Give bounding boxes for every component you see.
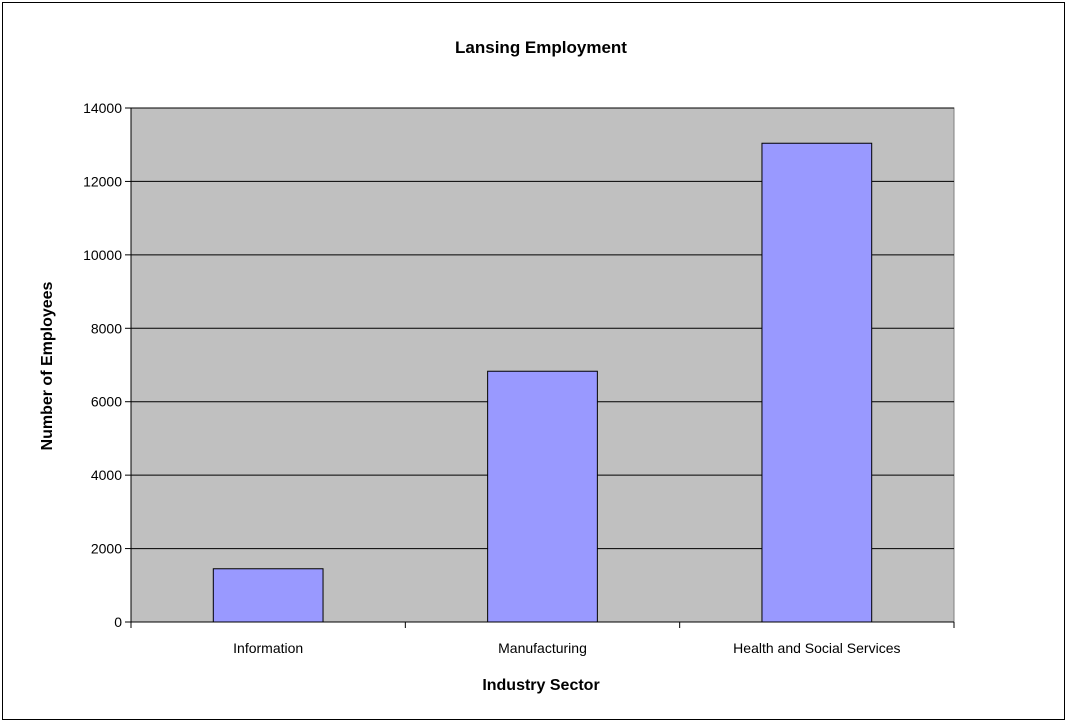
y-tick-labels: 0 2000 4000 6000 8000 10000 12000 14000: [83, 100, 122, 630]
x-axis-label: Industry Sector: [482, 677, 599, 694]
bars: [212, 142, 873, 623]
y-tick-label: 6000: [91, 394, 122, 410]
y-tick-label: 2000: [91, 541, 122, 557]
bar: [761, 142, 873, 623]
y-tick-label: 0: [114, 614, 122, 630]
y-tick-label: 14000: [83, 100, 122, 116]
x-tick-label: Information: [233, 640, 303, 656]
x-tick-labels: Information Manufacturing Health and Socia…: [233, 640, 900, 656]
x-tick-label: Health and Social Services: [733, 640, 900, 656]
y-axis-label: Number of Employees: [39, 281, 56, 450]
y-tick-label: 4000: [91, 467, 122, 483]
axes: [125, 107, 955, 628]
y-tick-label: 10000: [83, 247, 122, 263]
bar: [212, 568, 324, 623]
y-tick-label: 8000: [91, 320, 122, 336]
y-tick-label: 12000: [83, 173, 122, 189]
bar: [487, 370, 598, 623]
x-tick-label: Manufacturing: [498, 640, 587, 656]
chart-title: Lansing Employment: [455, 38, 627, 57]
